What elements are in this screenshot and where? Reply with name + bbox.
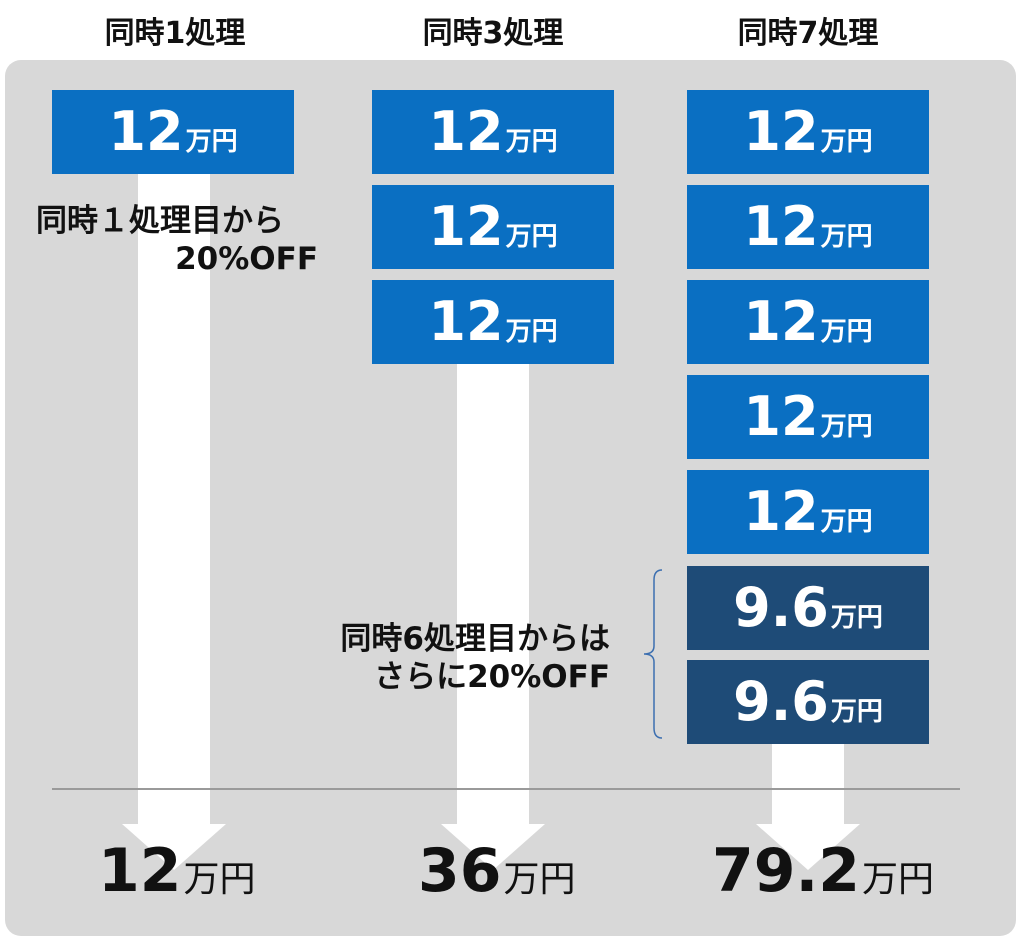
price-unit: 万円 — [820, 222, 873, 252]
price-unit: 万円 — [505, 127, 558, 157]
arrow-head-3 — [441, 824, 545, 870]
price-unit: 万円 — [820, 127, 873, 157]
total-7: 79.2 万円 — [712, 836, 934, 906]
price-value: 12 — [428, 290, 504, 353]
price-value: 9.6 — [733, 576, 829, 639]
price-value: 9.6 — [733, 670, 829, 733]
total-unit: 万円 — [503, 859, 576, 900]
note-line: 20%OFF — [175, 241, 318, 277]
price-box: 12 万円 — [372, 280, 614, 364]
price-box: 12 万円 — [687, 90, 929, 174]
note-line: さらに20%OFF — [374, 659, 610, 695]
total-unit: 万円 — [183, 859, 256, 900]
price-unit: 万円 — [820, 412, 873, 442]
price-box: 12 万円 — [687, 470, 929, 554]
arrow-shaft-7 — [772, 740, 844, 824]
price-value: 12 — [743, 480, 819, 543]
price-unit: 万円 — [820, 317, 873, 347]
price-value: 12 — [743, 385, 819, 448]
column-title-1: 同時1処理 — [104, 16, 246, 51]
divider-line — [52, 788, 960, 790]
price-box: 12 万円 — [687, 185, 929, 269]
total-unit: 万円 — [862, 859, 935, 900]
column-title-3: 同時3処理 — [422, 16, 564, 51]
price-value: 12 — [743, 100, 819, 163]
price-value: 12 — [428, 195, 504, 258]
price-value: 12 — [108, 100, 184, 163]
total-1: 12 万円 — [98, 836, 256, 906]
column-title-7: 同時7処理 — [737, 16, 879, 51]
price-unit: 万円 — [830, 697, 883, 727]
price-box: 12 万円 — [52, 90, 294, 174]
discount-note-2: 同時6処理目からは さらに20%OFF — [300, 620, 610, 696]
price-box: 12 万円 — [372, 90, 614, 174]
discount-price-box: 9.6 万円 — [687, 566, 929, 650]
price-value: 12 — [743, 290, 819, 353]
price-unit: 万円 — [505, 317, 558, 347]
arrow-head-1 — [122, 824, 226, 870]
price-unit: 万円 — [185, 127, 238, 157]
note-line: 同時１処理目から — [36, 203, 284, 239]
total-value: 79.2 — [712, 836, 861, 906]
total-3: 36 万円 — [418, 836, 576, 906]
note-line: 同時6処理目からは — [340, 621, 610, 657]
discount-note-1: 同時１処理目から 20%OFF — [36, 202, 318, 278]
arrow-shaft-1 — [138, 170, 210, 824]
price-box: 12 万円 — [372, 185, 614, 269]
price-value: 12 — [428, 100, 504, 163]
arrow-shaft-3 — [457, 360, 529, 824]
price-unit: 万円 — [820, 507, 873, 537]
price-box: 12 万円 — [687, 375, 929, 459]
price-box: 12 万円 — [687, 280, 929, 364]
total-value: 36 — [418, 836, 502, 906]
price-unit: 万円 — [830, 603, 883, 633]
arrow-head-7 — [756, 824, 860, 870]
bracket-connector — [643, 569, 663, 739]
price-unit: 万円 — [505, 222, 558, 252]
price-value: 12 — [743, 195, 819, 258]
discount-price-box: 9.6 万円 — [687, 660, 929, 744]
total-value: 12 — [98, 836, 182, 906]
